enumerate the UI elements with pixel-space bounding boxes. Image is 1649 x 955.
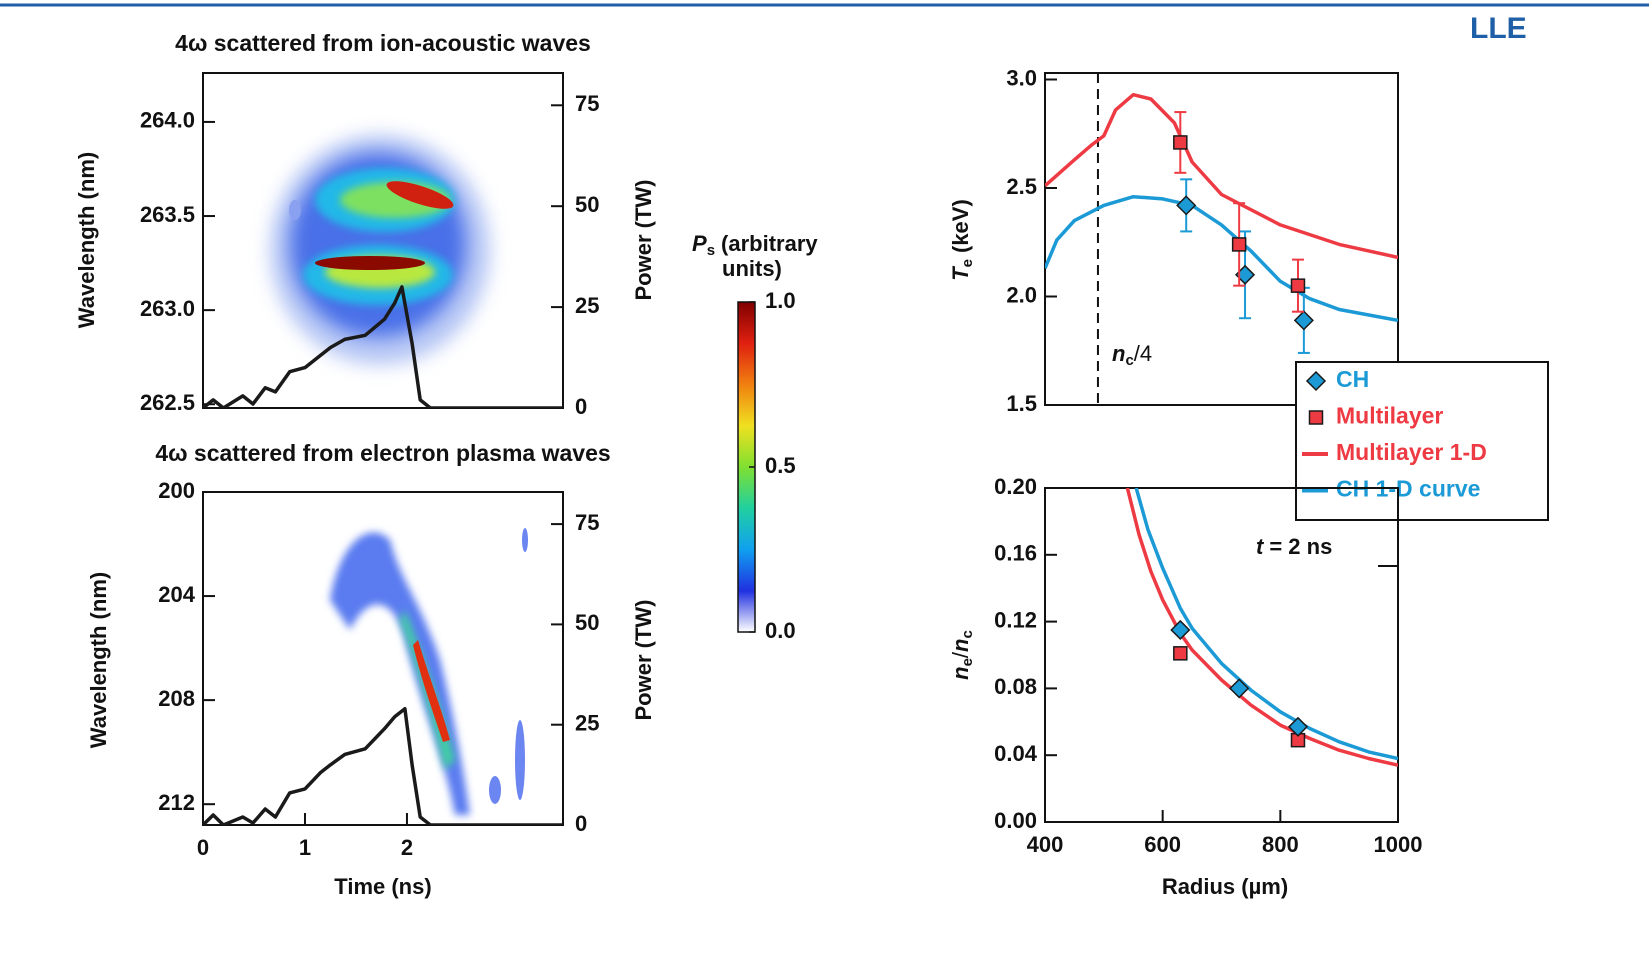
y-tick-label: 204: [158, 582, 195, 607]
colorbar-title: units): [722, 256, 782, 281]
y-tick-label: 0.20: [994, 474, 1037, 499]
marker-square: [1308, 410, 1324, 425]
ion-acoustic-image: [270, 135, 490, 365]
marker-diamond: [1229, 678, 1250, 699]
y2-tick-label: 50: [575, 610, 599, 635]
legend-label: CH: [1336, 366, 1369, 392]
plasma-wave-image: [330, 528, 528, 815]
marker-diamond: [1305, 370, 1327, 392]
line: [1045, 92, 1398, 260]
x-tick-label: 1: [299, 835, 311, 860]
y-axis-label: Te(keV): [948, 199, 976, 281]
legend-box: [1295, 361, 1549, 521]
marker-diamond: [1293, 310, 1314, 331]
chart-title: 4ω scattered from ion-acoustic waves: [175, 30, 591, 56]
marker-square: [1173, 646, 1188, 661]
y-tick-label: 0.00: [994, 808, 1037, 833]
y-tick-label: 263.0: [140, 296, 195, 321]
y2-axis-label: Power (TW): [631, 600, 656, 721]
legend-label: Multilayer: [1336, 403, 1443, 429]
y-axis-label: Wavelength (nm): [86, 572, 111, 748]
plot-area: [203, 285, 563, 408]
x-tick-label: 800: [1262, 832, 1299, 857]
y2-tick-label: 0: [575, 394, 587, 419]
y2-tick-label: 25: [575, 711, 599, 736]
y-tick-label: 2.5: [1006, 174, 1037, 199]
plot-frame: [202, 491, 564, 826]
y-tick-label: 0.12: [994, 607, 1037, 632]
y-tick-label: 200: [158, 478, 195, 503]
line: [203, 706, 563, 825]
x-tick-label: 0: [197, 835, 209, 860]
y-tick-label: 1.5: [1006, 391, 1037, 416]
y2-axis-label: Power (TW): [631, 180, 656, 301]
chart-title: 4ω scattered from electron plasma waves: [155, 440, 610, 466]
y-tick-label: 263.5: [140, 202, 195, 227]
x-axis-label: Radius (µm): [1162, 874, 1288, 899]
marker-diamond: [1176, 195, 1197, 216]
y-tick-label: 208: [158, 686, 195, 711]
plot-area: [203, 706, 563, 825]
line: [1125, 488, 1398, 767]
marker-square: [1173, 135, 1188, 150]
colorbar-tick-label: 0.0: [765, 618, 796, 643]
colorbar-title: Ps (arbitrary: [692, 231, 818, 259]
y-tick-label: 262.5: [140, 390, 195, 415]
y2-tick-label: 25: [575, 293, 599, 318]
line: [203, 285, 563, 408]
annotation: nc/4: [1112, 341, 1152, 369]
line: [1134, 488, 1398, 761]
x-tick-label: 2: [401, 835, 413, 860]
y-tick-label: 0.16: [994, 541, 1037, 566]
plot-frame: [1044, 72, 1399, 406]
x-tick-label: 400: [1027, 832, 1064, 857]
marker-diamond: [1287, 716, 1309, 737]
plot-frame: [1044, 487, 1399, 823]
y-tick-label: 0.04: [994, 741, 1038, 766]
y2-tick-label: 0: [575, 811, 587, 836]
plot-area: [1125, 488, 1398, 767]
y-tick-label: 212: [158, 790, 195, 815]
plot-frame: [202, 72, 564, 409]
y2-tick-label: 75: [575, 91, 599, 116]
marker-diamond: [1170, 619, 1191, 641]
y-tick-label: 264.0: [140, 108, 195, 133]
y-axis-label: Wavelength (nm): [74, 152, 99, 328]
x-tick-label: 600: [1144, 832, 1181, 857]
y-tick-label: 3.0: [1006, 65, 1037, 90]
logo: LLE: [1470, 12, 1527, 45]
colorbar-tick-label: 0.5: [765, 453, 796, 478]
annotation: t = 2 ns: [1256, 534, 1332, 559]
y-axis-label: ne/nc: [948, 630, 976, 680]
colorbar-tick-label: 1.0: [765, 288, 796, 313]
y2-tick-label: 75: [575, 510, 599, 535]
marker-square: [1290, 278, 1306, 293]
y2-tick-label: 50: [575, 192, 599, 217]
y-tick-label: 0.08: [994, 674, 1037, 699]
x-axis-label: Time (ns): [334, 874, 431, 899]
legend-label: Multilayer 1-D: [1336, 439, 1487, 465]
marker-square: [1231, 237, 1247, 252]
y-tick-label: 2.0: [1006, 282, 1037, 307]
x-tick-label: 1000: [1374, 832, 1423, 857]
